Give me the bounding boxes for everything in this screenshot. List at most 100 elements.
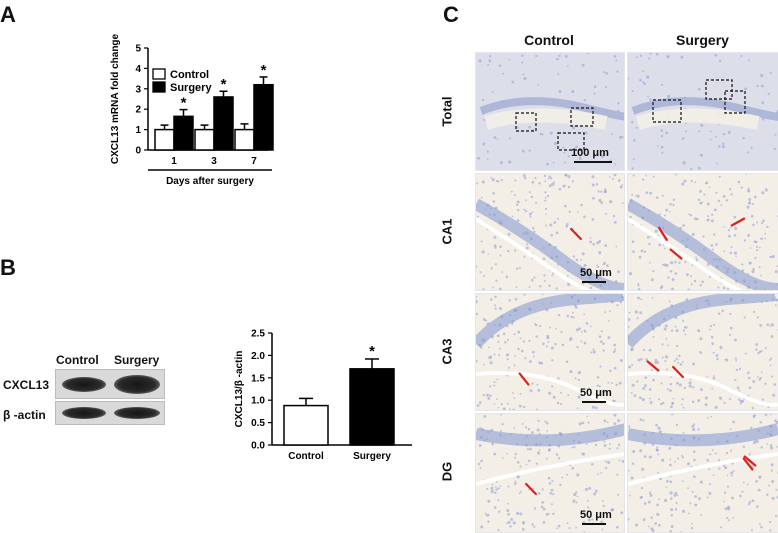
nucleus	[693, 279, 697, 283]
nucleus	[726, 287, 729, 290]
nucleus	[638, 255, 642, 259]
nucleus	[600, 340, 603, 344]
nucleus	[667, 276, 670, 279]
nucleus	[640, 486, 644, 490]
nucleus	[605, 212, 608, 215]
nucleus	[723, 464, 726, 468]
nucleus	[641, 398, 645, 402]
nucleus	[521, 54, 524, 57]
nucleus	[490, 486, 494, 490]
nucleus	[561, 476, 564, 479]
nucleus	[506, 338, 510, 341]
nucleus	[692, 427, 696, 432]
nucleus	[697, 198, 701, 202]
nucleus	[514, 456, 517, 459]
nucleus	[531, 350, 535, 354]
nucleus	[621, 460, 624, 463]
nucleus	[674, 325, 677, 328]
region-box	[724, 90, 746, 114]
nucleus	[494, 491, 497, 495]
nucleus	[548, 391, 552, 395]
nucleus	[547, 476, 551, 480]
nucleus	[642, 70, 645, 73]
nucleus	[583, 99, 587, 102]
nucleus	[672, 397, 675, 400]
nucleus	[755, 241, 758, 244]
nucleus	[572, 499, 576, 503]
nucleus	[757, 376, 759, 378]
red-arrow	[669, 248, 683, 260]
scale-bar-label: 50 μm	[580, 509, 612, 521]
nucleus	[669, 497, 673, 500]
cell-layer	[476, 423, 624, 447]
nucleus	[662, 244, 665, 246]
nucleus	[652, 175, 655, 178]
nucleus	[609, 176, 611, 178]
nucleus	[642, 518, 646, 522]
nucleus	[639, 54, 643, 57]
nucleus	[734, 357, 737, 360]
nucleus	[747, 376, 751, 380]
nucleus	[491, 178, 495, 182]
nucleus	[689, 502, 692, 505]
nucleus	[717, 199, 721, 203]
nucleus	[729, 312, 732, 315]
nucleus	[758, 350, 762, 353]
nucleus	[507, 502, 509, 505]
nucleus	[659, 286, 663, 290]
nucleus	[726, 516, 729, 520]
nucleus	[669, 405, 673, 409]
nucleus	[693, 458, 696, 462]
nucleus	[633, 139, 636, 142]
nucleus	[740, 55, 743, 58]
nucleus	[575, 145, 578, 149]
nucleus	[658, 243, 662, 247]
nucleus	[724, 507, 728, 511]
nucleus	[517, 330, 521, 334]
nucleus	[722, 142, 725, 146]
bar-surgery	[349, 368, 395, 446]
nucleus	[617, 270, 620, 274]
nucleus	[645, 174, 648, 177]
scale-bar	[582, 401, 606, 403]
nucleus	[730, 246, 733, 249]
nucleus	[541, 133, 544, 136]
nucleus	[643, 455, 647, 459]
nucleus	[480, 525, 484, 529]
nucleus	[727, 229, 731, 232]
nucleus	[766, 443, 768, 445]
nucleus	[605, 460, 608, 463]
nucleus	[764, 347, 767, 350]
nucleus	[528, 286, 531, 289]
nucleus	[666, 388, 669, 391]
nucleus	[516, 511, 520, 515]
nucleus	[648, 455, 652, 459]
nucleus	[774, 304, 777, 307]
nucleus	[500, 178, 504, 182]
nucleus	[567, 175, 571, 179]
nucleus	[507, 485, 510, 488]
nucleus	[518, 266, 521, 269]
nucleus	[678, 383, 682, 387]
nucleus	[718, 396, 723, 400]
nucleus	[709, 453, 712, 456]
nucleus	[773, 383, 777, 386]
nucleus	[723, 491, 727, 494]
nucleus	[735, 368, 738, 372]
nucleus	[722, 286, 726, 290]
nucleus	[711, 449, 714, 451]
nucleus	[514, 297, 518, 301]
nucleus	[617, 493, 620, 496]
nucleus	[708, 468, 711, 471]
nucleus	[670, 525, 674, 528]
nucleus	[508, 366, 511, 369]
nucleus	[550, 233, 554, 237]
nucleus	[764, 237, 767, 240]
nucleus	[657, 453, 660, 456]
nucleus	[700, 123, 704, 127]
nucleus	[649, 401, 653, 404]
nucleus	[670, 376, 672, 378]
nucleus	[663, 263, 667, 267]
nucleus	[767, 92, 770, 96]
bar-control-day-7	[234, 128, 255, 151]
